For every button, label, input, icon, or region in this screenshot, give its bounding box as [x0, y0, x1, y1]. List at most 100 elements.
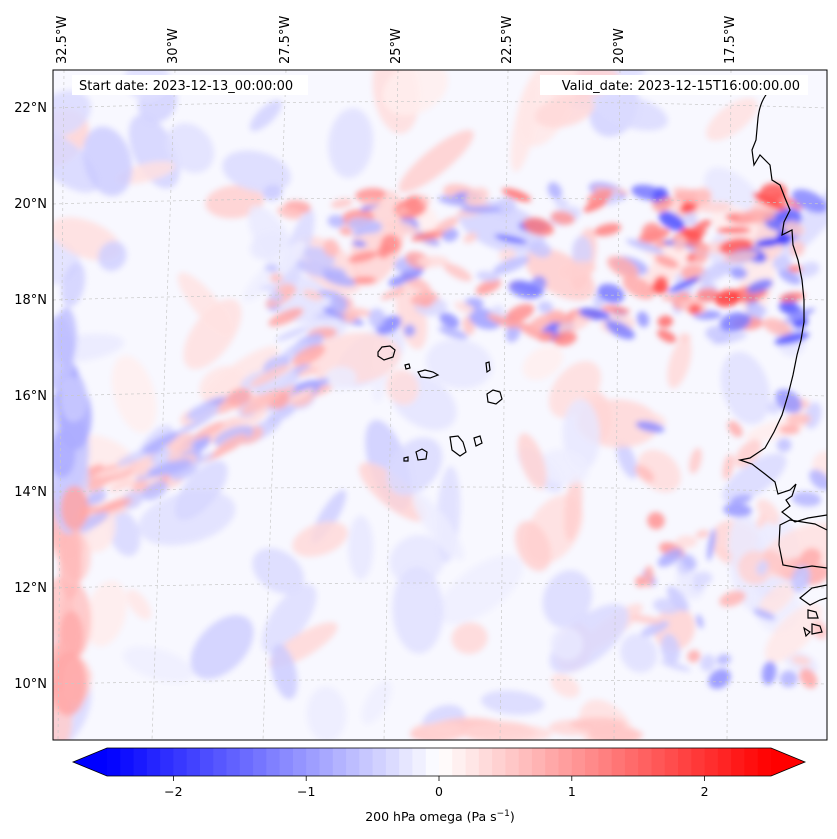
omega-contour [587, 188, 613, 206]
omega-contour [441, 228, 459, 242]
omega-contour [55, 307, 77, 367]
map-plot-area[interactable]: Start date: 2023-12-13_00:00:00 Valid_da… [13, 29, 837, 779]
omega-contour [635, 420, 665, 433]
omega-contour [558, 260, 596, 280]
omega-contour [809, 469, 827, 491]
omega-contour [53, 90, 91, 138]
omega-contour [696, 288, 720, 303]
omega-contour [687, 303, 702, 315]
colorbar-segment [717, 748, 732, 776]
colorbar-segment [279, 748, 294, 776]
colorbar-segment [372, 748, 387, 776]
omega-contour [681, 227, 703, 242]
omega-contour [593, 223, 622, 237]
omega-contour [748, 302, 767, 316]
omega-contour [153, 451, 170, 465]
colorbar-segment [412, 748, 427, 776]
omega-contour [522, 345, 564, 380]
omega-contour [756, 513, 767, 529]
omega-contour [812, 621, 827, 640]
omega-contour [88, 487, 107, 505]
omega-contour [116, 450, 146, 467]
colorbar-segment [465, 748, 480, 776]
lat-label: 14°N [14, 485, 47, 500]
colorbar-segment [292, 748, 307, 776]
omega-contour [517, 433, 547, 490]
omega-contour [540, 449, 589, 485]
omega-contour [780, 183, 827, 259]
colorbar-segment [651, 748, 666, 776]
omega-contour [132, 479, 148, 493]
omega-contour [505, 303, 535, 323]
colorbar-segment [505, 748, 520, 776]
colorbar-segment [425, 748, 440, 776]
omega-contour [759, 182, 787, 202]
omega-contour [689, 447, 702, 474]
omega-contour [803, 565, 827, 586]
omega-contour [695, 614, 704, 629]
omega-contour [804, 402, 822, 429]
colorbar-segment [107, 748, 121, 776]
cape-verde-boa-vista [486, 389, 503, 405]
colorbar-segment [226, 748, 241, 776]
omega-contour [361, 681, 392, 724]
colorbar-segment [691, 748, 706, 776]
omega-contour [438, 555, 523, 625]
omega-contour [377, 244, 391, 259]
omega-contour [660, 633, 680, 665]
omega-contour [563, 475, 583, 542]
omega-contour [461, 205, 502, 214]
omega-contour [695, 529, 710, 539]
colorbar-segment [757, 748, 772, 776]
omega-contour [141, 431, 180, 454]
omega-contour [94, 498, 132, 514]
omega-contour [778, 268, 802, 285]
colorbar: −2 −1 0 1 2 200 hPa omega (Pa s−1) [71, 747, 807, 824]
lat-label: 10°N [14, 677, 47, 692]
colorbar-segment [253, 748, 267, 776]
omega-contour [425, 338, 493, 389]
omega-contour [687, 650, 701, 663]
omega-contour [82, 126, 133, 197]
omega-contour [779, 424, 800, 435]
africa-coast-south [778, 519, 827, 569]
omega-contour [522, 217, 554, 236]
map-frame [52, 69, 828, 741]
omega-contour [264, 264, 279, 273]
omega-contour [339, 226, 353, 236]
omega-contour [292, 521, 348, 557]
omega-contour [746, 278, 773, 294]
omega-contour [53, 651, 87, 716]
omega-contour [761, 660, 777, 685]
omega-contour [647, 512, 665, 530]
omega-contour [268, 291, 284, 302]
omega-contour [550, 627, 584, 661]
omega-contour [737, 550, 772, 585]
omega-contour [61, 261, 86, 308]
colorbar-segment [478, 748, 493, 776]
omega-contour [779, 292, 805, 303]
colorbar-tick-label: −1 [297, 784, 315, 799]
omega-contour [708, 668, 731, 689]
omega-contour [635, 465, 655, 483]
omega-contour [776, 437, 792, 453]
omega-contour [328, 108, 374, 178]
omega-contour [213, 425, 254, 447]
omega-contour [720, 351, 771, 425]
omega-contour [348, 515, 374, 580]
lon-label: 32.5°W [55, 16, 70, 64]
colorbar-segment [133, 748, 148, 776]
omega-contour [607, 256, 639, 279]
colorbar-segments [73, 748, 805, 776]
omega-contour [98, 241, 127, 271]
omega-contour [791, 655, 811, 666]
omega-contour [438, 326, 468, 340]
omega-contour [92, 464, 134, 479]
omega-contour [774, 331, 810, 346]
omega-contour [348, 250, 378, 264]
omega-contour [571, 235, 593, 269]
omega-contour [126, 589, 152, 620]
omega-contour [719, 590, 746, 607]
colorbar-segment [585, 748, 599, 776]
omega-contour [762, 318, 792, 336]
